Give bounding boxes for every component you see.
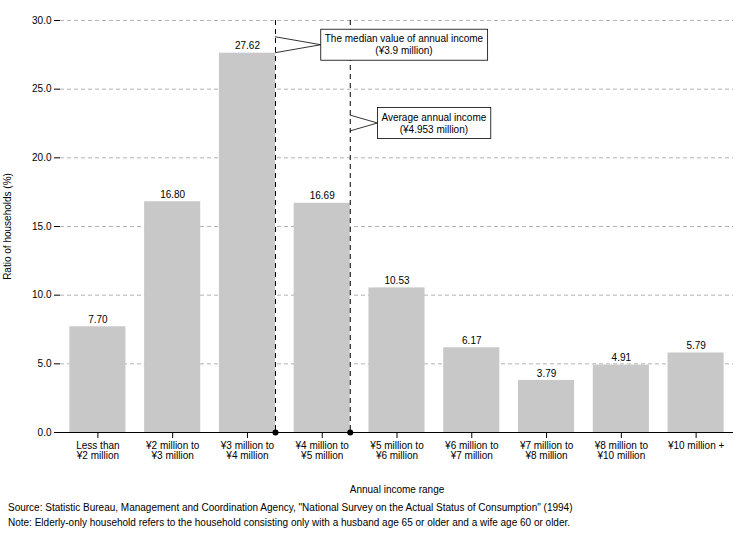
html-text:Source: Statistic Bureau, Mana: Source: Statistic Bureau, Management and… xyxy=(8,502,573,513)
svg-text:¥2 million to¥3 million: ¥2 million to¥3 million xyxy=(145,440,200,461)
svg-text:10.53: 10.53 xyxy=(384,275,409,286)
svg-text:3.79: 3.79 xyxy=(537,368,557,379)
svg-text:¥10 million +: ¥10 million + xyxy=(667,440,725,451)
svg-text:15.0: 15.0 xyxy=(32,221,52,232)
svg-text:16.69: 16.69 xyxy=(310,190,335,201)
svg-text:¥8 million to¥10 million: ¥8 million to¥10 million xyxy=(594,440,649,461)
svg-text:5.79: 5.79 xyxy=(686,340,706,351)
svg-text:4.91: 4.91 xyxy=(612,352,632,363)
svg-text:10.0: 10.0 xyxy=(32,289,52,300)
svg-text:7.70: 7.70 xyxy=(88,314,108,325)
svg-text:The median value of annual inc: The median value of annual income(¥3.9 m… xyxy=(325,33,484,56)
svg-text:0.0: 0.0 xyxy=(38,427,52,438)
svg-text:¥3 million to¥4 million: ¥3 million to¥4 million xyxy=(220,440,275,461)
svg-text:¥5 million to¥6 million: ¥5 million to¥6 million xyxy=(369,440,424,461)
svg-text:Ratio of households (%): Ratio of households (%) xyxy=(2,173,13,280)
svg-text:Average annual income(¥4.953 m: Average annual income(¥4.953 million) xyxy=(381,112,486,135)
svg-text:16.80: 16.80 xyxy=(160,189,185,200)
svg-text:Less than¥2 million: Less than¥2 million xyxy=(76,440,120,461)
svg-text:25.0: 25.0 xyxy=(32,83,52,94)
svg-text:5.0: 5.0 xyxy=(38,358,52,369)
svg-text:30.0: 30.0 xyxy=(32,15,52,26)
svg-text:¥4 million to¥5 million: ¥4 million to¥5 million xyxy=(295,440,350,461)
svg-text:¥6 million to¥7 million: ¥6 million to¥7 million xyxy=(444,440,499,461)
svg-text:27.62: 27.62 xyxy=(235,40,260,51)
html-text:Note: Elderly-only household r: Note: Elderly-only household refers to t… xyxy=(8,517,570,528)
svg-text:¥7 million to¥8 million: ¥7 million to¥8 million xyxy=(519,440,574,461)
svg-text:Annual income range: Annual income range xyxy=(350,484,445,495)
svg-text:6.17: 6.17 xyxy=(462,335,482,346)
svg-text:20.0: 20.0 xyxy=(32,152,52,163)
